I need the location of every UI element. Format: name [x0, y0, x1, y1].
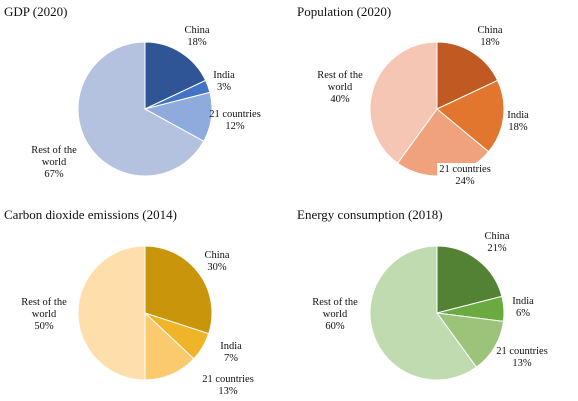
slice-label: China 18%: [477, 25, 502, 48]
slice-label: 21 countries 13%: [202, 374, 254, 397]
pie-slice: [435, 312, 505, 368]
slice-label: India 3%: [213, 70, 235, 93]
slice-label: Rest of the world 40%: [317, 70, 363, 105]
pie-slice: [369, 245, 478, 381]
chart-title: Energy consumption (2018): [297, 207, 443, 222]
chart-title: Population (2020): [297, 4, 391, 19]
slice-label: 21 countries 13%: [496, 346, 548, 369]
slice-label: India 7%: [220, 341, 242, 364]
pie-slice: [144, 311, 195, 381]
pie-slice: [369, 41, 438, 164]
slice-label: 21 countries 24%: [439, 164, 491, 187]
pie-slice: [144, 41, 207, 110]
pie-panel: GDP (2020) China 18%India 3% 21 countries 12%…: [4, 4, 261, 180]
slice-label: China 30%: [204, 250, 229, 273]
pie-slice: [77, 245, 146, 381]
slice-label: India 18%: [507, 110, 529, 133]
pie-slice: [436, 41, 499, 110]
pie-slice: [436, 245, 503, 314]
slice-label: India 6%: [512, 296, 534, 319]
slice-label: Rest of the world 50%: [21, 297, 67, 332]
slice-label: China 18%: [184, 25, 209, 48]
pie-slice: [77, 41, 205, 177]
slice-label: China 21%: [484, 231, 509, 254]
slice-label: Rest of the world 67%: [31, 145, 77, 180]
pie-slice: [144, 245, 213, 335]
chart-title: Carbon dioxide emissions (2014): [4, 207, 177, 222]
pie-panel: Energy consumption (2018) China 21% India 6%…: [297, 207, 548, 381]
label-background: [437, 163, 493, 188]
slice-label: Rest of the world 60%: [312, 297, 358, 332]
pie-panel: Population (2020) China 18% India 18% 21 coun…: [297, 4, 529, 188]
chart-title: GDP (2020): [4, 4, 67, 19]
slice-label: 21 countries 12%: [209, 109, 261, 132]
pie-panel: Carbon dioxide emissions (2014) China 30% I…: [4, 207, 254, 397]
pie-slice: [436, 79, 505, 153]
